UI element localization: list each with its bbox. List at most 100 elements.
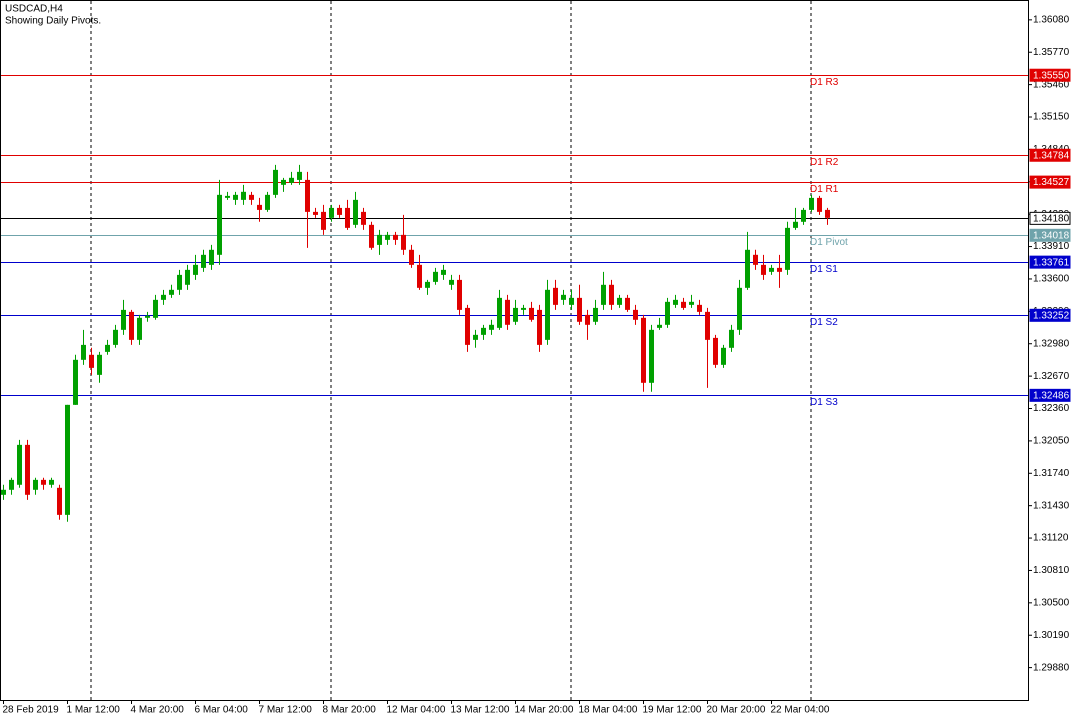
candle-body — [409, 249, 414, 265]
candle-body — [705, 311, 710, 340]
y-tick-label: 1.32670 — [1033, 371, 1070, 382]
candle-body — [377, 234, 382, 245]
candle-body — [369, 224, 374, 248]
price-box-label: 1.34784 — [1033, 150, 1070, 161]
level-name: D1 Pivot — [810, 237, 848, 248]
price-box — [1029, 388, 1071, 402]
candle-body — [649, 329, 654, 383]
plot-frame — [0, 0, 1029, 701]
candle-body — [457, 279, 462, 310]
x-tick-label: 1 Mar 12:00 — [67, 705, 121, 716]
candle-body — [65, 404, 70, 515]
candle-body — [793, 221, 798, 228]
candle-body — [201, 254, 206, 268]
y-tick-label: 1.35770 — [1033, 47, 1070, 58]
price-box-label: 1.33761 — [1033, 257, 1070, 268]
candle-body — [521, 307, 526, 310]
price-box — [1029, 175, 1071, 189]
candle-body — [153, 299, 158, 318]
candle-body — [505, 299, 510, 325]
candle-body — [113, 329, 118, 345]
y-tick-label: 1.30500 — [1033, 597, 1070, 608]
candle-body — [665, 301, 670, 325]
y-tick-label: 1.32980 — [1033, 338, 1070, 349]
candle-body — [729, 329, 734, 348]
candle-body — [689, 301, 694, 305]
candle-body — [345, 207, 350, 228]
candle-body — [385, 234, 390, 240]
candle-body — [761, 264, 766, 275]
x-tick-label: 28 Feb 2019 — [3, 705, 60, 716]
x-tick-label: 4 Mar 20:00 — [131, 705, 185, 716]
price-box — [1029, 308, 1071, 322]
candle-body — [177, 274, 182, 290]
x-tick-label: 8 Mar 20:00 — [323, 705, 377, 716]
level-name: D1 R1 — [810, 184, 839, 195]
candle-body — [785, 227, 790, 270]
candle-body — [97, 354, 102, 375]
y-tick-label: 1.33600 — [1033, 274, 1070, 285]
candle-body — [209, 249, 214, 265]
candle-body — [161, 294, 166, 300]
candle-body — [1, 489, 6, 495]
candle-body — [129, 311, 134, 340]
candle-body — [297, 171, 302, 180]
candle-body — [721, 347, 726, 365]
candle-body — [313, 211, 318, 215]
candle-body — [249, 194, 254, 200]
candle-body — [625, 297, 630, 310]
candle-body — [233, 194, 238, 200]
candle-body — [393, 234, 398, 240]
candle-body — [241, 191, 246, 200]
x-tick-label: 7 Mar 12:00 — [259, 705, 313, 716]
candle-body — [593, 307, 598, 322]
price-box-label: 1.34180 — [1033, 213, 1070, 224]
candle-body — [745, 249, 750, 288]
x-tick-label: 18 Mar 04:00 — [579, 705, 638, 716]
candle-body — [185, 269, 190, 285]
x-tick-label: 19 Mar 12:00 — [643, 705, 702, 716]
candle-body — [433, 271, 438, 282]
candle-body — [825, 209, 830, 218]
candle-body — [449, 279, 454, 285]
y-tick-label: 1.36080 — [1033, 14, 1070, 25]
candle-body — [105, 344, 110, 352]
candle-body — [561, 294, 566, 300]
price-box-label: 1.34018 — [1033, 230, 1070, 241]
candle-body — [401, 234, 406, 250]
y-tick-label: 1.35460 — [1033, 79, 1070, 90]
x-tick-label: 20 Mar 20:00 — [707, 705, 766, 716]
level-name: D1 S1 — [810, 264, 838, 275]
x-tick-label: 13 Mar 12:00 — [451, 705, 510, 716]
candle-body — [17, 444, 22, 485]
candle-body — [713, 337, 718, 365]
candle-body — [681, 301, 686, 308]
y-tick-label: 1.30810 — [1033, 565, 1070, 576]
candle-body — [217, 194, 222, 255]
candle-body — [73, 359, 78, 405]
price-box — [1029, 148, 1071, 162]
candle-body — [57, 487, 62, 515]
x-tick-label: 6 Mar 04:00 — [195, 705, 249, 716]
candle-body — [145, 315, 150, 318]
y-tick-label: 1.31120 — [1033, 533, 1069, 544]
candle-body — [529, 307, 534, 320]
candle-body — [481, 327, 486, 335]
candle-body — [609, 284, 614, 305]
candle-body — [49, 479, 54, 485]
level-name: D1 S3 — [810, 397, 838, 408]
candle-body — [25, 444, 30, 495]
price-box — [1029, 211, 1071, 225]
y-tick-label: 1.29880 — [1033, 662, 1070, 673]
candle-body — [337, 207, 342, 215]
candle-body — [553, 287, 558, 305]
candle-body — [169, 289, 174, 295]
candle-body — [489, 324, 494, 330]
chart-title: USDCAD,H4 — [5, 4, 63, 15]
x-tick-label: 12 Mar 04:00 — [387, 705, 446, 716]
price-box — [1029, 228, 1071, 242]
candle-body — [9, 479, 14, 490]
candle-body — [753, 254, 758, 265]
candle-body — [657, 324, 662, 328]
candle-body — [537, 309, 542, 345]
